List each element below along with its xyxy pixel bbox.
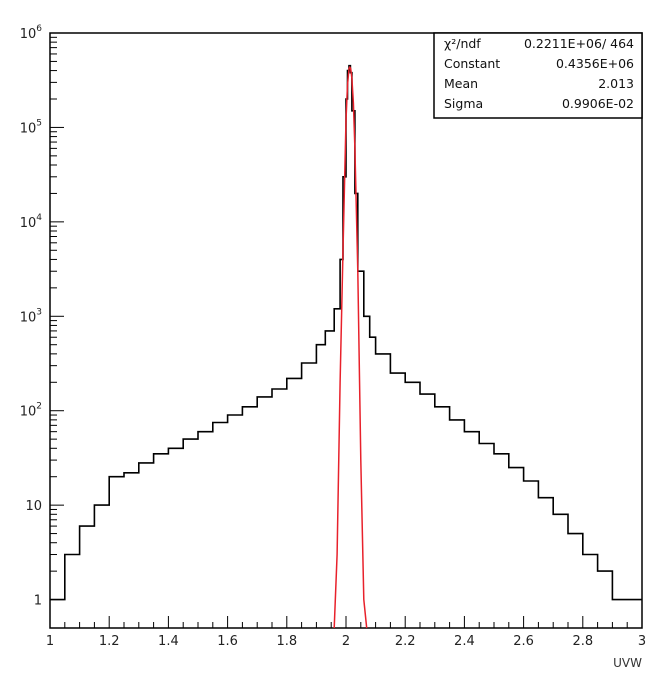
y-tick-exponent: 2 bbox=[36, 402, 42, 412]
x-tick-label: 2.2 bbox=[395, 634, 416, 649]
y-axis-ticks: 1 10 102 103 104 105 106 bbox=[20, 24, 64, 609]
y-tick-label: 104 bbox=[20, 213, 43, 231]
x-tick-label: 2.6 bbox=[513, 634, 534, 649]
x-tick-label: 1.8 bbox=[276, 634, 297, 649]
stats-label: Constant bbox=[444, 56, 500, 71]
y-tick-exponent: 6 bbox=[36, 24, 42, 34]
y-tick-exponent: 4 bbox=[36, 213, 42, 223]
x-tick-label: 1.2 bbox=[99, 634, 120, 649]
y-tick-exponent: 5 bbox=[36, 118, 42, 128]
stats-label: Sigma bbox=[444, 96, 483, 111]
y-tick-exponent: 3 bbox=[36, 307, 42, 317]
y-tick-label: 1 bbox=[34, 594, 42, 609]
x-tick-label: 2.4 bbox=[454, 634, 475, 649]
stats-label: Mean bbox=[444, 76, 478, 91]
stats-value: 0.2211E+06/ 464 bbox=[524, 36, 634, 51]
x-tick-label: 3 bbox=[638, 634, 646, 649]
y-tick-label: 102 bbox=[20, 402, 42, 420]
x-tick-label: 1.4 bbox=[158, 634, 179, 649]
stats-label: χ²/ndf bbox=[444, 36, 481, 51]
y-tick-label: 106 bbox=[20, 24, 43, 42]
fit-curve-series bbox=[333, 65, 368, 629]
stats-value: 0.9906E-02 bbox=[562, 96, 634, 111]
x-tick-label: 2.8 bbox=[572, 634, 593, 649]
stats-box: χ²/ndf 0.2211E+06/ 464 Constant 0.4356E+06 M… bbox=[433, 32, 643, 119]
y-tick-label: 10 bbox=[25, 499, 42, 514]
x-tick-label: 2 bbox=[342, 634, 350, 649]
x-axis-title: UVW bbox=[613, 656, 642, 670]
x-tick-label: 1.6 bbox=[217, 634, 238, 649]
series-layer bbox=[50, 64, 642, 629]
stats-value: 0.4356E+06 bbox=[556, 56, 634, 71]
y-tick-label: 105 bbox=[20, 118, 42, 136]
stats-value: 2.013 bbox=[598, 76, 634, 91]
x-axis-ticks: 1 1.2 1.4 1.6 1.8 2 2.2 2.4 2.6 2.8 3 bbox=[46, 616, 646, 649]
y-tick-label: 103 bbox=[20, 307, 42, 325]
stats-box-frame bbox=[433, 32, 643, 119]
x-tick-label: 1 bbox=[46, 634, 54, 649]
